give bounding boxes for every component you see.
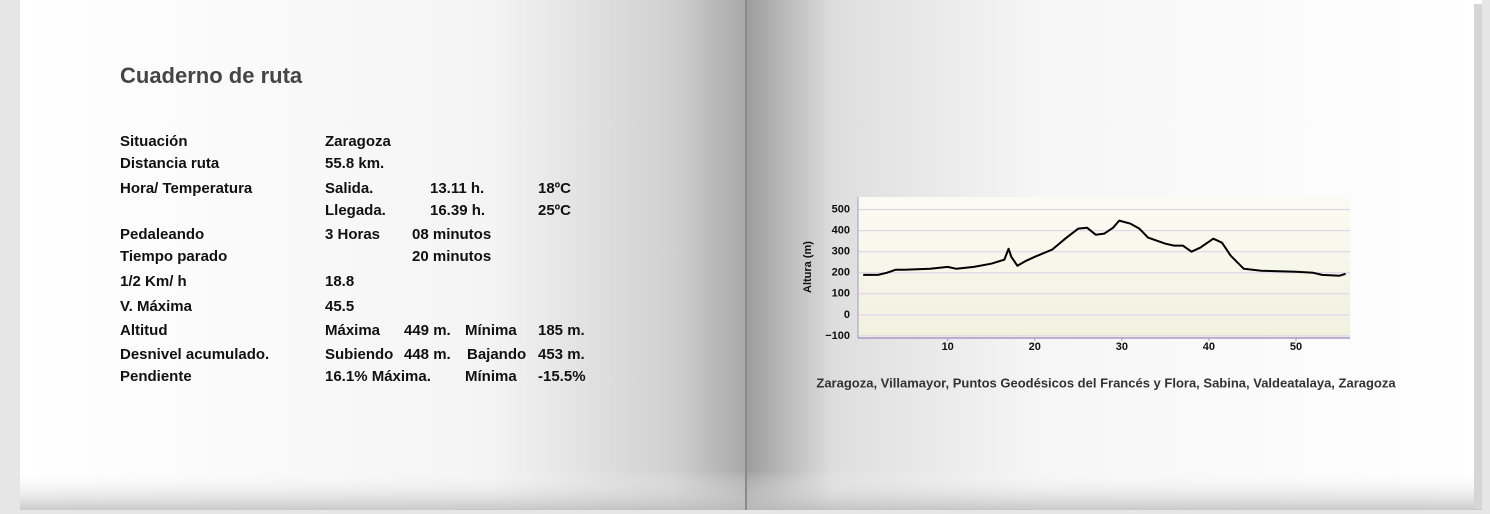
- row-label: Situación: [120, 133, 188, 150]
- y-tick-label: −100: [825, 330, 850, 342]
- elevation-line: [863, 219, 1346, 277]
- row-label: Pedaleando: [120, 226, 204, 243]
- row-label: Altitud: [120, 322, 167, 339]
- row-value: 449 m.: [404, 322, 451, 339]
- row-label: Distancia ruta: [120, 155, 220, 172]
- page-edge: [1474, 4, 1482, 509]
- row-label: Hora/ Temperatura: [120, 180, 253, 197]
- route-table: Situación Zaragoza Distancia ruta 55.8 km. H…: [120, 133, 586, 385]
- row-value: Máxima: [325, 322, 381, 339]
- row-label: Desnivel acumulado.: [120, 346, 269, 363]
- plot-area: [858, 197, 1350, 338]
- row-value: 185 m.: [538, 322, 585, 339]
- row-value: 16.39 h.: [430, 202, 485, 219]
- row-value: 448 m.: [404, 346, 451, 363]
- row-value: 45.5: [325, 298, 354, 315]
- y-tick-label: 400: [832, 225, 850, 237]
- row-value: 08 minutos: [412, 226, 491, 243]
- row-label: Pendiente: [120, 368, 192, 385]
- y-tick-label: 0: [844, 309, 850, 321]
- row-value: 13.11 h.: [430, 180, 484, 197]
- row-label: 1/2 Km/ h: [120, 273, 187, 290]
- row-value: 18ºC: [538, 180, 571, 197]
- row-value: Mínima: [465, 322, 517, 339]
- x-tick-label: 10: [942, 341, 954, 353]
- row-value: Mínima: [465, 368, 517, 385]
- page-shadow: [20, 470, 1482, 510]
- row-value: Llegada.: [325, 202, 386, 219]
- left-page: [20, 0, 746, 510]
- x-tick-label: 40: [1203, 341, 1215, 353]
- row-label: V. Máxima: [120, 298, 193, 315]
- y-tick-label: 100: [832, 288, 850, 300]
- row-value: 453 m.: [538, 346, 585, 363]
- row-value: 25ºC: [538, 202, 571, 219]
- y-tick-label: 200: [832, 267, 850, 279]
- row-value: 16.1% Máxima.: [325, 368, 431, 385]
- title: Cuaderno de ruta: [120, 63, 303, 88]
- row-value: 18.8: [325, 273, 354, 290]
- row-value: -15.5%: [538, 368, 586, 385]
- caption: Zaragoza, Villamayor, Puntos Geodésicos …: [816, 375, 1396, 390]
- y-axis-title: Altura (m): [802, 241, 814, 293]
- x-tick-label: 30: [1116, 341, 1128, 353]
- x-tick-label: 20: [1029, 341, 1041, 353]
- row-value: Bajando: [467, 346, 526, 363]
- y-tick-label: 300: [832, 246, 850, 258]
- elevation-chart: 500 400 300 200 100 0 −100 10 20 30 40 50 Altura (m): [802, 197, 1350, 353]
- row-value: Subiendo: [325, 346, 393, 363]
- row-value: Salida.: [325, 180, 373, 197]
- row-value: 3 Horas: [325, 226, 380, 243]
- row-value: 20 minutos: [412, 248, 491, 265]
- x-tick-label: 50: [1290, 341, 1302, 353]
- row-value: 55.8 km.: [325, 155, 384, 172]
- row-value: Zaragoza: [325, 133, 392, 150]
- y-tick-label: 500: [832, 204, 850, 216]
- row-label: Tiempo parado: [120, 248, 227, 265]
